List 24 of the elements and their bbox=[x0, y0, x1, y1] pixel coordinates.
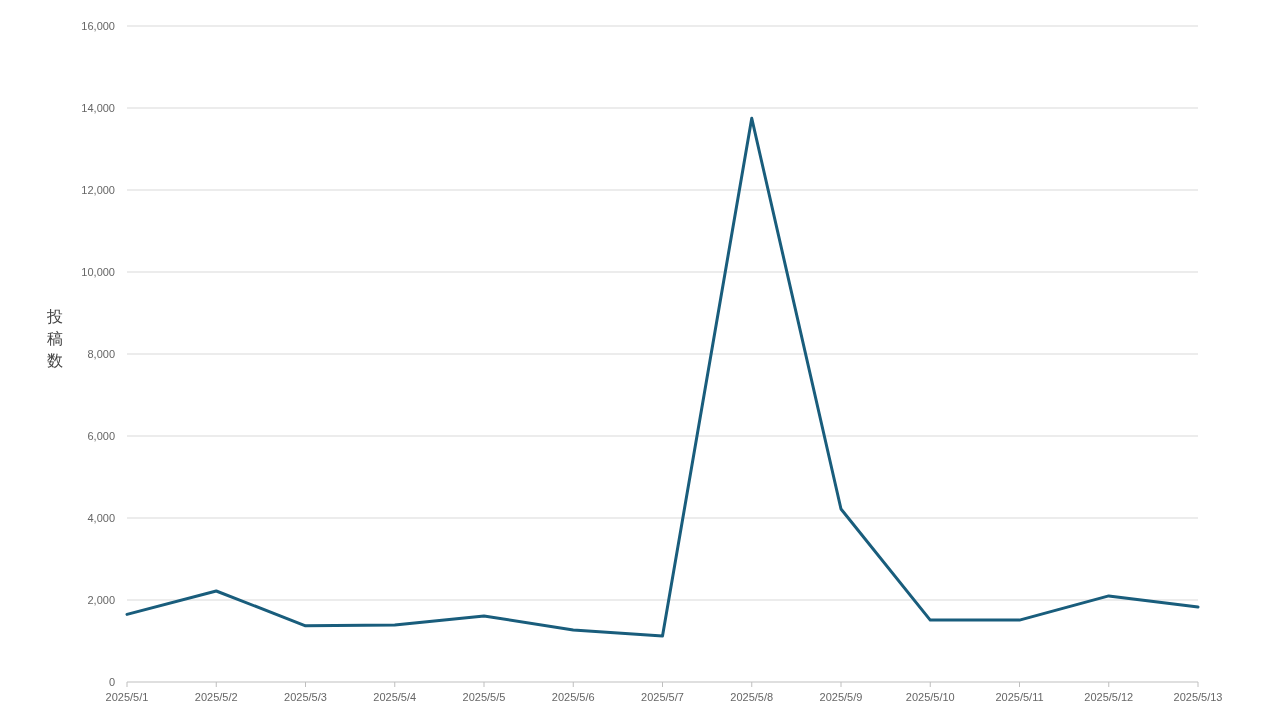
line-series bbox=[125, 116, 1200, 638]
y-tick-label: 16,000 bbox=[81, 20, 115, 32]
x-tick-label: 2025/5/11 bbox=[995, 691, 1044, 703]
y-tick-label: 8,000 bbox=[87, 348, 115, 360]
y-tick-label: 14,000 bbox=[81, 102, 115, 114]
x-tick-label: 2025/5/10 bbox=[905, 691, 955, 703]
y-tick-label: 12,000 bbox=[81, 184, 115, 196]
y-tick-label: 10,000 bbox=[81, 266, 115, 278]
x-tick-label: 2025/5/3 bbox=[284, 691, 327, 703]
x-tick-label: 2025/5/9 bbox=[819, 691, 863, 703]
x-tick-label: 2025/5/13 bbox=[1173, 691, 1223, 703]
y-tick-label: 0 bbox=[108, 676, 115, 688]
x-tick-label: 2025/5/4 bbox=[373, 691, 417, 703]
y-tick-label: 2,000 bbox=[87, 594, 115, 606]
y-tick-label: 6,000 bbox=[87, 430, 115, 442]
x-tick-label: 2025/5/8 bbox=[730, 691, 774, 703]
y-tick-label: 4,000 bbox=[87, 512, 115, 524]
x-tick-label: 2025/5/7 bbox=[641, 691, 684, 703]
x-tick-label: 2025/5/2 bbox=[194, 691, 238, 703]
x-tick-label: 2025/5/5 bbox=[462, 691, 506, 703]
x-tick-label: 2025/5/1 bbox=[105, 691, 149, 703]
x-tick-label: 2025/5/12 bbox=[1084, 691, 1134, 703]
x-tick-label: 2025/5/6 bbox=[551, 691, 595, 703]
y-axis-title: 投稿数 bbox=[46, 308, 63, 369]
